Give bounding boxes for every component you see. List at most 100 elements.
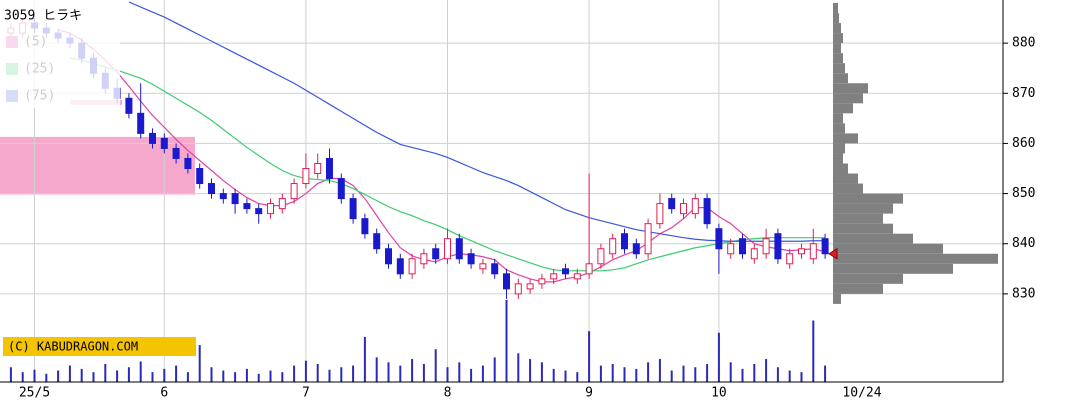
- volume-bar: [116, 370, 119, 382]
- profile-bar: [833, 243, 943, 254]
- volume-bar: [21, 372, 24, 382]
- volume-bar: [611, 363, 614, 382]
- profile-bar: [833, 113, 843, 124]
- volume-bar: [411, 359, 414, 382]
- volume-bar: [670, 370, 673, 382]
- candle-body: [715, 228, 723, 250]
- candle-body: [196, 168, 204, 185]
- profile-bar: [833, 293, 841, 304]
- candle-body: [361, 218, 369, 235]
- profile-bar: [833, 173, 858, 184]
- profile-bar: [833, 273, 903, 284]
- candle-body: [408, 258, 416, 275]
- candle-body: [621, 233, 628, 250]
- x-tick-label: 7: [302, 386, 310, 401]
- candle-body: [267, 203, 274, 215]
- volume-bar: [812, 320, 815, 382]
- volume-bar: [824, 365, 827, 382]
- candle-body: [821, 238, 829, 255]
- volume-bar: [80, 368, 83, 382]
- profile-bar: [833, 183, 863, 194]
- candle-body: [573, 273, 581, 280]
- candle-body: [125, 97, 133, 114]
- main-layer: 83084085086087088025/567891010/24(5)(25)…: [6, 1, 1035, 401]
- volume-bar: [387, 362, 390, 382]
- volume-bar: [92, 372, 95, 382]
- volume-bar: [434, 349, 437, 382]
- volume-bar: [765, 359, 768, 382]
- candle-body: [526, 283, 534, 290]
- volume-bar: [493, 357, 496, 382]
- candle-body: [184, 157, 192, 170]
- candle-body: [550, 273, 558, 280]
- profile-bar: [833, 33, 843, 44]
- ma-line: [128, 1, 826, 242]
- candle-body: [172, 147, 180, 159]
- y-tick-label: 880: [1012, 36, 1035, 51]
- volume-bar: [304, 360, 307, 382]
- candle-body: [231, 193, 239, 205]
- volume-bar: [422, 363, 425, 382]
- profile-bar: [833, 53, 843, 64]
- volume-bar: [210, 367, 213, 382]
- x-tick-label: 25/5: [19, 386, 50, 401]
- volume-bar: [57, 370, 60, 382]
- volume-bar: [576, 372, 579, 382]
- credit: (C) KABUDRAGON.COM: [8, 340, 138, 354]
- volume-bar: [375, 357, 378, 382]
- x-tick-label: 10: [711, 386, 727, 401]
- candle-body: [314, 162, 322, 175]
- volume-bar: [234, 372, 237, 382]
- volume-bar: [328, 369, 331, 382]
- profile-bar: [833, 213, 883, 224]
- volume-bar: [470, 368, 473, 382]
- candle-body: [739, 238, 746, 255]
- candle-body: [278, 198, 286, 210]
- volume-bar: [186, 372, 189, 382]
- volume-bar: [552, 368, 555, 382]
- candle-body: [656, 203, 664, 225]
- credit-box: [3, 337, 196, 356]
- volume-bar: [33, 369, 36, 382]
- profile-bar: [833, 3, 838, 14]
- volume-bar: [222, 370, 225, 382]
- volume-bar: [281, 372, 284, 382]
- candle-body: [337, 178, 345, 200]
- candle-body: [585, 263, 593, 275]
- candle-body: [467, 253, 475, 265]
- last-price-marker: [828, 247, 838, 260]
- candle-body: [420, 253, 428, 265]
- candle-body: [349, 198, 357, 220]
- volume-bar: [682, 365, 685, 382]
- profile-bar: [833, 223, 893, 234]
- volume-bar: [269, 370, 272, 382]
- candle-body: [809, 243, 817, 260]
- x-tick-label: 8: [444, 386, 452, 401]
- y-tick-label: 840: [1012, 236, 1035, 251]
- volume-bar: [127, 367, 130, 382]
- candle-body: [208, 183, 215, 195]
- volume-bar: [647, 362, 650, 382]
- volume-bar: [529, 359, 532, 382]
- candle-body: [503, 273, 510, 290]
- profile-bar: [833, 193, 903, 204]
- volume-bar: [198, 345, 201, 382]
- profile-bar: [833, 253, 998, 264]
- volume-bar: [623, 367, 626, 382]
- volume-bar: [139, 361, 142, 382]
- volume-bar: [458, 362, 461, 382]
- candle-body: [750, 248, 758, 260]
- candle-body: [538, 278, 546, 285]
- candle-body: [691, 198, 699, 215]
- profile-bar: [833, 43, 841, 54]
- candle-body: [762, 238, 770, 255]
- candle-body: [479, 263, 487, 270]
- volume-bar: [175, 365, 178, 382]
- profile-bar: [833, 63, 845, 74]
- candle-body: [727, 243, 735, 255]
- volume-bar: [800, 372, 803, 382]
- profile-bar: [833, 163, 848, 174]
- volume-bar: [776, 367, 779, 382]
- profile-bar: [833, 83, 868, 94]
- volume-bar: [517, 353, 520, 382]
